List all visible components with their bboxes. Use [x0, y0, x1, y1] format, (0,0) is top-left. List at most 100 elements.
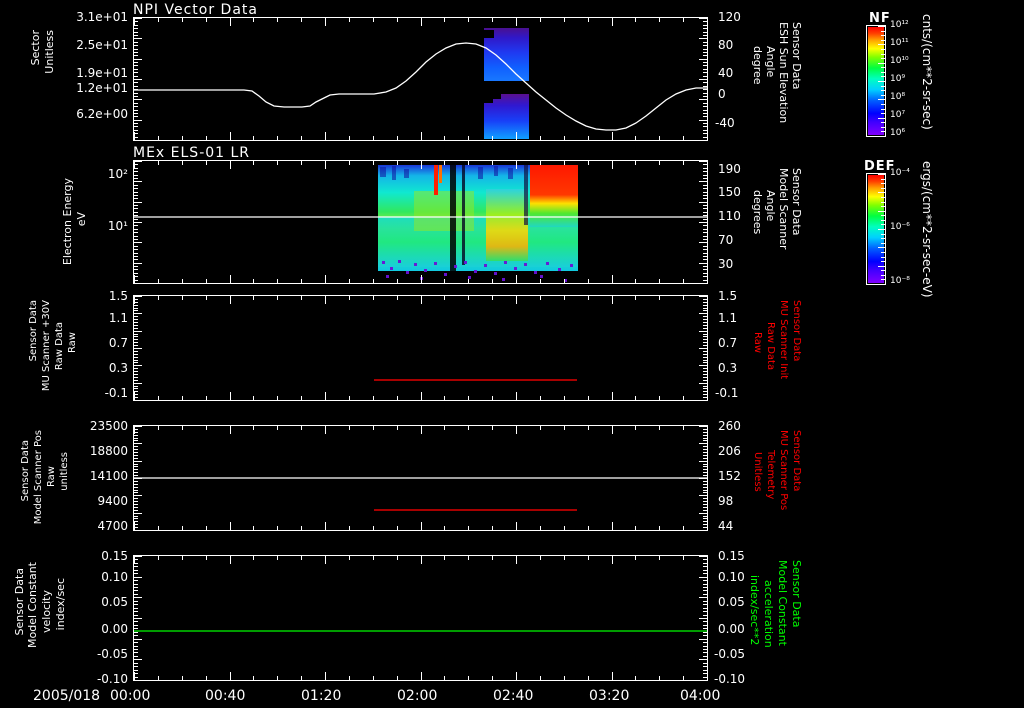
panel4-left-axis-title-0: Sensor Data: [20, 440, 31, 502]
axis-tick: [134, 208, 138, 209]
axis-tick: [703, 236, 707, 237]
axis-tick: [516, 132, 517, 140]
axis-tick: [703, 103, 707, 104]
axis-tick: [134, 443, 142, 444]
panel5-rtick-4: -0.05: [714, 647, 746, 661]
panel-mex-els-01-lr[interactable]: [133, 160, 708, 284]
axis-tick: [373, 556, 374, 560]
axis-tick: [134, 28, 138, 29]
time-tick-1: 00:40: [205, 688, 246, 704]
axis-tick: [134, 632, 138, 633]
axis-tick: [134, 458, 138, 459]
axis-tick: [703, 642, 707, 643]
axis-tick: [134, 570, 138, 571]
axis-tick: [158, 161, 159, 165]
axis-tick: [703, 484, 707, 485]
axis-tick: [134, 331, 142, 332]
panel-model-scanner-pos[interactable]: [133, 425, 708, 531]
panel-model-constant-velocity[interactable]: [133, 555, 708, 681]
axis-tick: [134, 521, 138, 522]
axis-tick: [703, 673, 707, 674]
axis-tick: [134, 587, 138, 588]
panel-npi-vector-data[interactable]: [133, 17, 708, 141]
axis-tick: [703, 475, 707, 476]
axis-tick: [703, 604, 707, 605]
axis-tick: [134, 38, 142, 39]
axis-tick: [635, 161, 636, 165]
axis-tick: [699, 443, 707, 444]
axis-tick: [703, 219, 707, 220]
axis-tick: [253, 396, 254, 400]
axis-tick: [699, 530, 707, 531]
axis-tick: [134, 577, 142, 578]
axis-tick: [588, 396, 589, 400]
def-colorbar[interactable]: [866, 173, 886, 285]
colorbar-tick: [878, 174, 885, 175]
colorbar-tick: [881, 122, 885, 123]
panel3-left-axis-title-2: Raw Data: [54, 322, 65, 371]
axis-tick: [564, 396, 565, 400]
axis-tick: [703, 452, 707, 453]
axis-tick: [134, 432, 138, 433]
axis-tick: [397, 556, 398, 560]
panel5-ytick-3: 0.00: [101, 622, 128, 636]
panel-mu-scanner-30v[interactable]: [133, 295, 708, 401]
axis-tick: [158, 296, 159, 300]
axis-tick: [703, 628, 707, 629]
axis-tick: [703, 113, 707, 114]
axis-tick: [421, 18, 422, 26]
axis-tick: [134, 466, 138, 467]
axis-tick: [134, 518, 138, 519]
colorbar-tick: [881, 127, 885, 128]
axis-tick: [230, 672, 231, 680]
axis-tick: [158, 279, 159, 283]
axis-tick: [703, 566, 707, 567]
axis-tick: [277, 396, 278, 400]
axis-tick: [134, 580, 138, 581]
axis-tick: [134, 611, 138, 612]
axis-tick: [703, 82, 707, 83]
axis-tick: [703, 133, 707, 134]
axis-tick: [703, 374, 707, 375]
axis-tick: [134, 42, 138, 43]
axis-tick: [349, 161, 350, 165]
axis-tick: [206, 161, 207, 165]
axis-tick: [134, 263, 142, 264]
panel2-right-axis-title-3: degrees: [751, 190, 764, 235]
axis-tick: [703, 632, 707, 633]
axis-tick: [703, 518, 707, 519]
axis-tick: [703, 386, 707, 387]
axis-tick: [134, 164, 138, 165]
axis-tick: [516, 522, 517, 530]
axis-tick: [134, 178, 138, 179]
panel1-right-axis-title-1: ESH Sun Elevation: [777, 22, 790, 124]
axis-tick: [635, 18, 636, 22]
axis-tick: [683, 426, 684, 430]
axis-tick: [703, 490, 707, 491]
panel2-spectrogram: [378, 165, 578, 282]
axis-tick: [699, 181, 707, 182]
axis-tick: [703, 360, 707, 361]
axis-tick: [703, 458, 707, 459]
axis-tick: [703, 432, 707, 433]
time-tick-4: 02:40: [493, 688, 534, 704]
axis-tick: [659, 526, 660, 530]
axis-tick: [134, 490, 138, 491]
axis-tick: [373, 18, 374, 22]
axis-tick: [699, 79, 707, 80]
axis-tick: [683, 136, 684, 140]
axis-tick: [134, 336, 138, 337]
axis-tick: [134, 601, 138, 602]
axis-tick: [444, 396, 445, 400]
nf-colorbar[interactable]: [866, 25, 886, 137]
axis-tick: [612, 275, 613, 283]
axis-tick: [703, 325, 707, 326]
colorbar-tick: [881, 238, 885, 239]
axis-tick: [134, 510, 138, 511]
axis-tick: [134, 388, 138, 389]
axis-tick: [134, 429, 138, 430]
colorbar-tick: [878, 211, 885, 212]
panel5-ytick-5: -0.10: [96, 672, 128, 686]
panel1-right-axis-title-0: Sensor Data: [790, 22, 803, 90]
axis-tick: [703, 89, 707, 90]
